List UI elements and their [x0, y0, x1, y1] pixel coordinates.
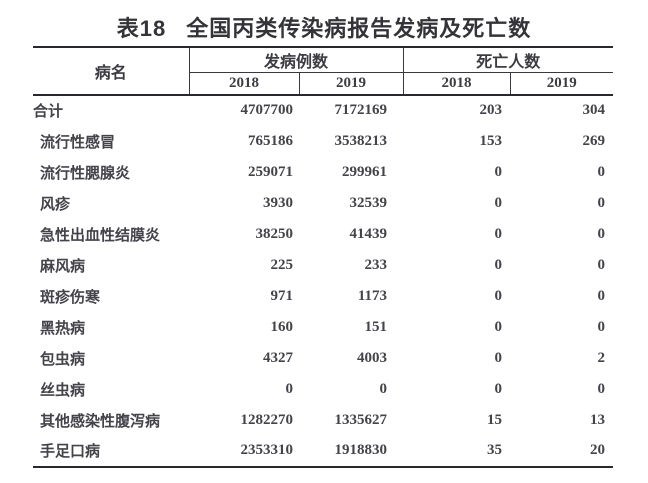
value-cell: 4707700 — [240, 102, 294, 118]
value-cell: 151 — [364, 318, 388, 335]
table-header: 病名 发病例数 死亡人数 2018 2019 2018 2019 — [33, 47, 614, 96]
value-cell: 4003 — [357, 349, 388, 366]
value-cell: 2 — [597, 349, 606, 366]
value-cell: 0 — [379, 380, 388, 397]
disease-name-cell: 斑疹伤寒 — [40, 288, 101, 306]
disease-name-cell: 其他感染性腹泻病 — [40, 412, 161, 430]
value-cell: 0 — [597, 287, 606, 304]
value-cell: 971 — [270, 287, 294, 304]
value-cell: 0 — [597, 225, 606, 242]
value-cell: 0 — [285, 380, 294, 397]
value-cell: 0 — [494, 318, 503, 335]
value-cell: 0 — [494, 287, 503, 304]
table-row: 风疹 3930 32539 0 0 — [33, 188, 613, 219]
disease-statistics-table: 病名 发病例数 死亡人数 2018 2019 2018 2019 合计 4707… — [33, 46, 614, 468]
header-row-groups: 病名 发病例数 死亡人数 — [33, 47, 614, 96]
column-header-cases-2018: 2018 — [189, 72, 300, 96]
value-cell: 35 — [487, 442, 503, 458]
value-cell: 1918830 — [334, 442, 388, 458]
value-cell: 0 — [597, 318, 606, 335]
column-header-cases-2019: 2019 — [299, 72, 404, 96]
disease-name-cell: 包虫病 — [40, 350, 86, 368]
value-cell: 1173 — [357, 287, 388, 304]
disease-name-cell: 麻风病 — [40, 257, 86, 275]
disease-name-cell: 流行性感冒 — [40, 133, 116, 151]
value-cell: 0 — [597, 380, 606, 397]
value-cell: 203 — [479, 102, 503, 118]
disease-name-cell: 合计 — [33, 103, 64, 120]
value-cell: 0 — [494, 163, 503, 180]
table-title: 表18 全国丙类传染病报告发病及死亡数 — [0, 0, 648, 46]
value-cell: 0 — [494, 194, 503, 211]
table-row: 包虫病 4327 4003 0 2 — [33, 343, 613, 374]
value-cell: 0 — [494, 225, 503, 242]
disease-name-cell: 急性出血性结膜炎 — [40, 226, 161, 244]
disease-name-cell: 黑热病 — [40, 319, 86, 337]
disease-name-cell: 丝虫病 — [40, 381, 86, 399]
table-row: 麻风病 225 233 0 0 — [33, 250, 613, 281]
disease-name-cell: 流行性腮腺炎 — [40, 164, 131, 182]
value-cell: 304 — [582, 102, 606, 118]
value-cell: 38250 — [255, 225, 294, 242]
value-cell: 0 — [494, 349, 503, 366]
value-cell: 13 — [590, 411, 606, 428]
value-cell: 765186 — [248, 132, 293, 149]
column-group-deaths: 死亡人数 — [403, 47, 614, 73]
value-cell: 3538213 — [334, 132, 388, 149]
header-row-years: 2018 2019 2018 2019 — [33, 72, 614, 96]
value-cell: 32539 — [349, 194, 388, 211]
value-cell: 7172169 — [334, 102, 388, 118]
table-row: 流行性腮腺炎 259071 299961 0 0 — [33, 157, 613, 188]
value-cell: 259071 — [248, 163, 293, 180]
value-cell: 269 — [582, 132, 606, 149]
table-row: 黑热病 160 151 0 0 — [33, 312, 613, 343]
value-cell: 15 — [487, 411, 503, 428]
table-row: 合计 4707700 7172169 203 304 — [33, 95, 613, 126]
value-cell: 153 — [479, 132, 503, 149]
value-cell: 0 — [494, 380, 503, 397]
column-header-disease: 病名 — [33, 47, 190, 96]
value-cell: 299961 — [342, 163, 388, 180]
value-cell: 2353310 — [240, 442, 294, 458]
table-row: 急性出血性结膜炎 38250 41439 0 0 — [33, 219, 613, 250]
value-cell: 41439 — [349, 225, 388, 242]
value-cell: 0 — [597, 256, 606, 273]
value-cell: 160 — [270, 318, 294, 335]
value-cell: 1335627 — [334, 411, 388, 428]
table-title-text: 全国丙类传染病报告发病及死亡数 — [186, 16, 532, 41]
disease-name-cell: 手足口病 — [40, 443, 101, 460]
value-cell: 1282270 — [240, 411, 294, 428]
value-cell: 233 — [364, 256, 388, 273]
value-cell: 0 — [597, 163, 606, 180]
value-cell: 0 — [494, 256, 503, 273]
value-cell: 225 — [270, 256, 294, 273]
table-row: 其他感染性腹泻病 1282270 1335627 15 13 — [33, 405, 613, 436]
column-header-deaths-2019: 2019 — [510, 72, 614, 96]
value-cell: 20 — [590, 442, 606, 458]
table-row: 流行性感冒 765186 3538213 153 269 — [33, 126, 613, 157]
value-cell: 3930 — [263, 194, 293, 211]
table-row: 斑疹伤寒 971 1173 0 0 — [33, 281, 613, 312]
value-cell: 4327 — [263, 349, 293, 366]
table-number: 表18 — [116, 16, 167, 41]
table-body: 合计 4707700 7172169 203 304 流行性感冒 765186 … — [33, 95, 613, 467]
value-cell: 0 — [597, 194, 606, 211]
table-row: 丝虫病 0 0 0 0 — [33, 374, 613, 405]
disease-name-cell: 风疹 — [40, 195, 71, 213]
column-group-cases: 发病例数 — [189, 47, 404, 73]
table-row: 手足口病 2353310 1918830 35 20 — [33, 436, 613, 467]
column-header-deaths-2018: 2018 — [403, 72, 511, 96]
